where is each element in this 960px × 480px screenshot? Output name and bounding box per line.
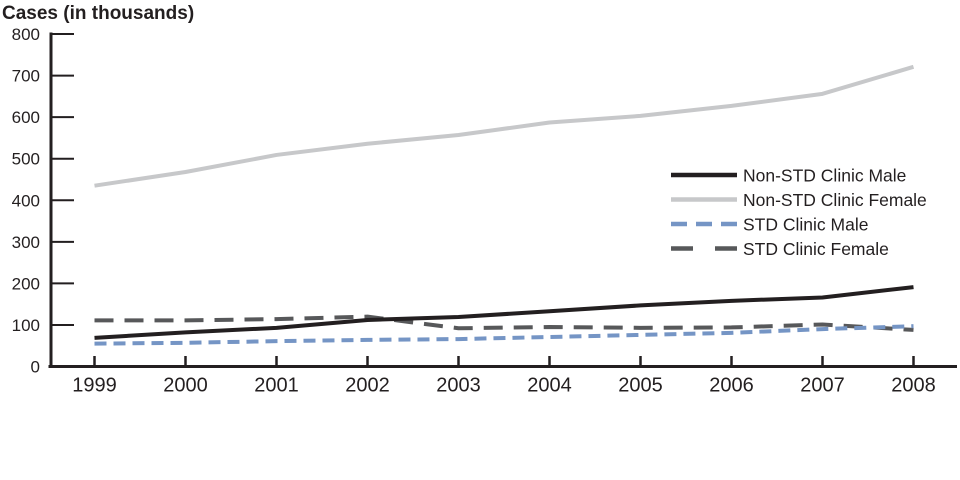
series-line-std-clinic-male: [94, 324, 914, 346]
legend-item: STD Clinic Female: [671, 239, 889, 259]
x-tick-label: 2007: [800, 375, 845, 397]
legend-label: Non-STD Clinic Female: [743, 190, 927, 210]
legend-item: Non-STD Clinic Male: [671, 166, 906, 186]
y-tick-label: 0: [31, 358, 40, 377]
legend-item: Non-STD Clinic Female: [671, 190, 927, 210]
y-tick-label: 800: [12, 25, 40, 44]
x-tick-label: 2002: [345, 375, 390, 397]
x-tick-label: 2004: [527, 375, 572, 397]
legend-label: Non-STD Clinic Male: [743, 166, 906, 186]
y-tick-label: 200: [12, 274, 40, 293]
y-tick-label: 500: [12, 150, 40, 169]
y-tick-label: 400: [12, 191, 40, 210]
y-tick-label: 600: [12, 108, 40, 127]
legend-item: STD Clinic Male: [671, 215, 868, 235]
x-tick-label: 2008: [891, 375, 936, 397]
legend-label: STD Clinic Female: [743, 239, 889, 259]
chart-title: Cases (in thousands): [2, 3, 195, 24]
x-tick-label: 2005: [618, 375, 663, 397]
x-tick-label: 2003: [436, 375, 481, 397]
x-tick-label: 1999: [72, 375, 117, 397]
y-tick-label: 300: [12, 233, 40, 252]
x-tick-label: 2000: [163, 375, 208, 397]
series-line-std-clinic-female: [94, 314, 914, 332]
x-tick-label: 2006: [709, 375, 754, 397]
y-tick-label: 700: [12, 67, 40, 86]
series-line-non-std-clinic-male: [94, 285, 914, 340]
legend-label: STD Clinic Male: [743, 215, 868, 235]
series-line-non-std-clinic-female: [94, 64, 915, 188]
x-tick-label: 2001: [254, 375, 299, 397]
y-tick-label: 100: [12, 316, 40, 335]
